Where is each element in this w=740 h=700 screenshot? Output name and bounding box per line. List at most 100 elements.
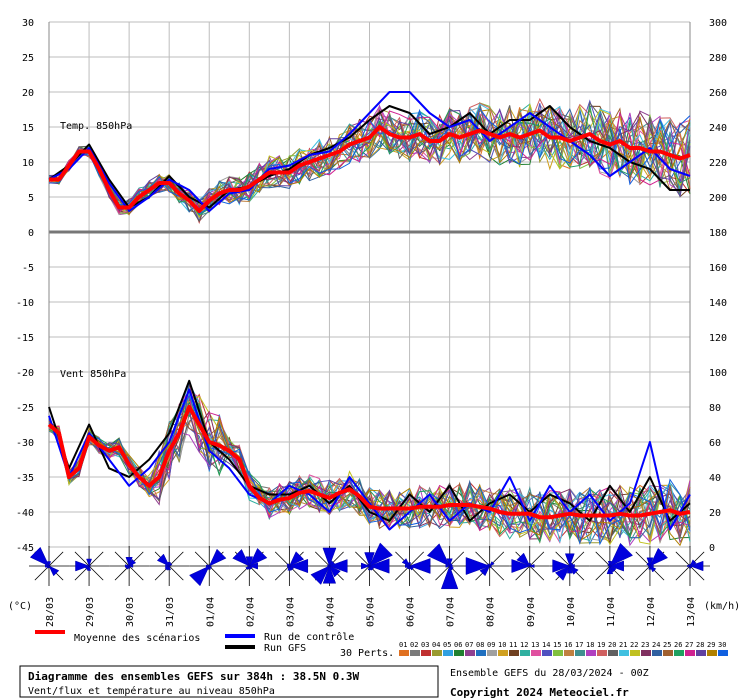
pert-id-label: 18 [586, 641, 594, 649]
right-unit-label: (km/h) [704, 601, 740, 612]
rose-petals [124, 557, 137, 570]
pert-color-swatch [696, 650, 706, 656]
pert-id-label: 19 [597, 641, 605, 649]
date-tick-label: 11/04 [606, 597, 617, 627]
left-tick-label: 5 [28, 193, 34, 204]
footer-subtitle: Vent/flux et température au niveau 850hP… [28, 685, 275, 697]
pert-id-label: 27 [685, 641, 693, 649]
pert-color-swatch [630, 650, 640, 656]
rose-spoke [635, 565, 651, 581]
rose-petals [156, 553, 173, 571]
rose-spoke [529, 565, 545, 581]
wind-perturbation-line [48, 408, 691, 540]
left-tick-label: -10 [16, 298, 34, 309]
rose-petals [687, 559, 704, 572]
pert-color-swatch [575, 650, 585, 656]
rose-petals [426, 543, 459, 590]
right-tick-label: 120 [709, 333, 727, 344]
legend-control-label: Run de contrôle [264, 631, 354, 643]
date-tick-label: 04/04 [325, 597, 336, 627]
pert-color-swatch [531, 650, 541, 656]
wind-rose [549, 546, 590, 586]
pert-id-label: 03 [421, 641, 429, 649]
left-tick-label: -30 [16, 438, 34, 449]
wind-mean-line [47, 405, 691, 520]
left-tick-label: 20 [22, 88, 34, 99]
pert-id-label: 22 [630, 641, 638, 649]
pert-color-swatch [597, 650, 607, 656]
date-tick-label: 05/04 [366, 597, 377, 627]
pert-id-label: 17 [575, 641, 583, 649]
pert-color-swatch [674, 650, 684, 656]
left-tick-label: 25 [22, 53, 34, 64]
wind-perturbation-line [48, 405, 691, 547]
right-tick-label: 0 [709, 543, 715, 554]
date-tick-label: 12/04 [646, 597, 657, 627]
pert-id-label: 21 [619, 641, 627, 649]
pert-id-label: 26 [674, 641, 682, 649]
rose-petals [310, 547, 348, 585]
pert-color-swatch [498, 650, 508, 656]
wind-rose [69, 546, 110, 586]
wind-rose [670, 546, 710, 586]
right-tick-label: 280 [709, 53, 727, 64]
pert-color-swatch [608, 650, 618, 656]
rose-spoke [74, 551, 90, 567]
wind-roses [29, 542, 710, 590]
rose-spoke [489, 565, 505, 581]
rose-petals [511, 552, 535, 573]
pert-color-swatch [707, 650, 717, 656]
pert-id-label: 10 [498, 641, 506, 649]
pert-color-swatch [443, 650, 453, 656]
rose-petals [29, 546, 60, 577]
wind-rose [189, 546, 230, 587]
left-tick-label: -5 [22, 263, 34, 274]
wind-rose [589, 542, 634, 586]
wind-rose [509, 546, 550, 586]
rose-spoke [274, 551, 290, 567]
left-tick-label: -45 [16, 543, 34, 554]
rose-spoke [194, 551, 210, 567]
pert-id-label: 14 [542, 641, 550, 649]
rose-spoke [595, 551, 611, 567]
wind-rose [309, 546, 350, 586]
rose-spoke [355, 551, 370, 567]
wind-rose [465, 546, 510, 586]
right-tick-label: 300 [709, 18, 727, 29]
right-tick-label: 20 [709, 508, 721, 519]
pert-color-swatch [487, 650, 497, 656]
rose-spoke [449, 551, 465, 567]
pert-id-label: 24 [652, 641, 660, 649]
date-tick-label: 01/04 [205, 597, 216, 627]
rose-spoke [168, 551, 184, 567]
rose-spoke [595, 565, 611, 581]
right-tick-label: 80 [709, 403, 721, 414]
pert-id-label: 08 [476, 641, 484, 649]
rose-petals [401, 558, 431, 574]
date-tick-label: 30/03 [125, 597, 136, 627]
pert-id-label: 28 [696, 641, 704, 649]
rose-spoke [114, 551, 130, 567]
date-tick-label: 07/04 [446, 597, 457, 627]
pert-id-label: 01 [399, 641, 407, 649]
rose-petals [286, 551, 309, 574]
left-tick-label: -35 [16, 473, 34, 484]
wind-rose [269, 546, 310, 586]
pert-color-swatch [432, 650, 442, 656]
date-tick-label: 31/03 [165, 597, 176, 627]
left-tick-label: -20 [16, 368, 34, 379]
date-tick-label: 13/04 [686, 597, 697, 627]
wind-rose [426, 543, 470, 590]
right-tick-label: 200 [709, 193, 727, 204]
date-tick-label: 09/04 [526, 597, 537, 627]
left-unit-label: (°C) [8, 601, 32, 612]
pert-id-label: 05 [443, 641, 451, 649]
pert-id-label: 15 [553, 641, 561, 649]
pert-id-label: 16 [564, 641, 572, 649]
pert-id-label: 07 [465, 641, 473, 649]
pert-color-swatch [542, 650, 552, 656]
rose-spoke [168, 565, 184, 581]
wind-rose [349, 542, 393, 586]
temp-mean-line [49, 125, 691, 213]
